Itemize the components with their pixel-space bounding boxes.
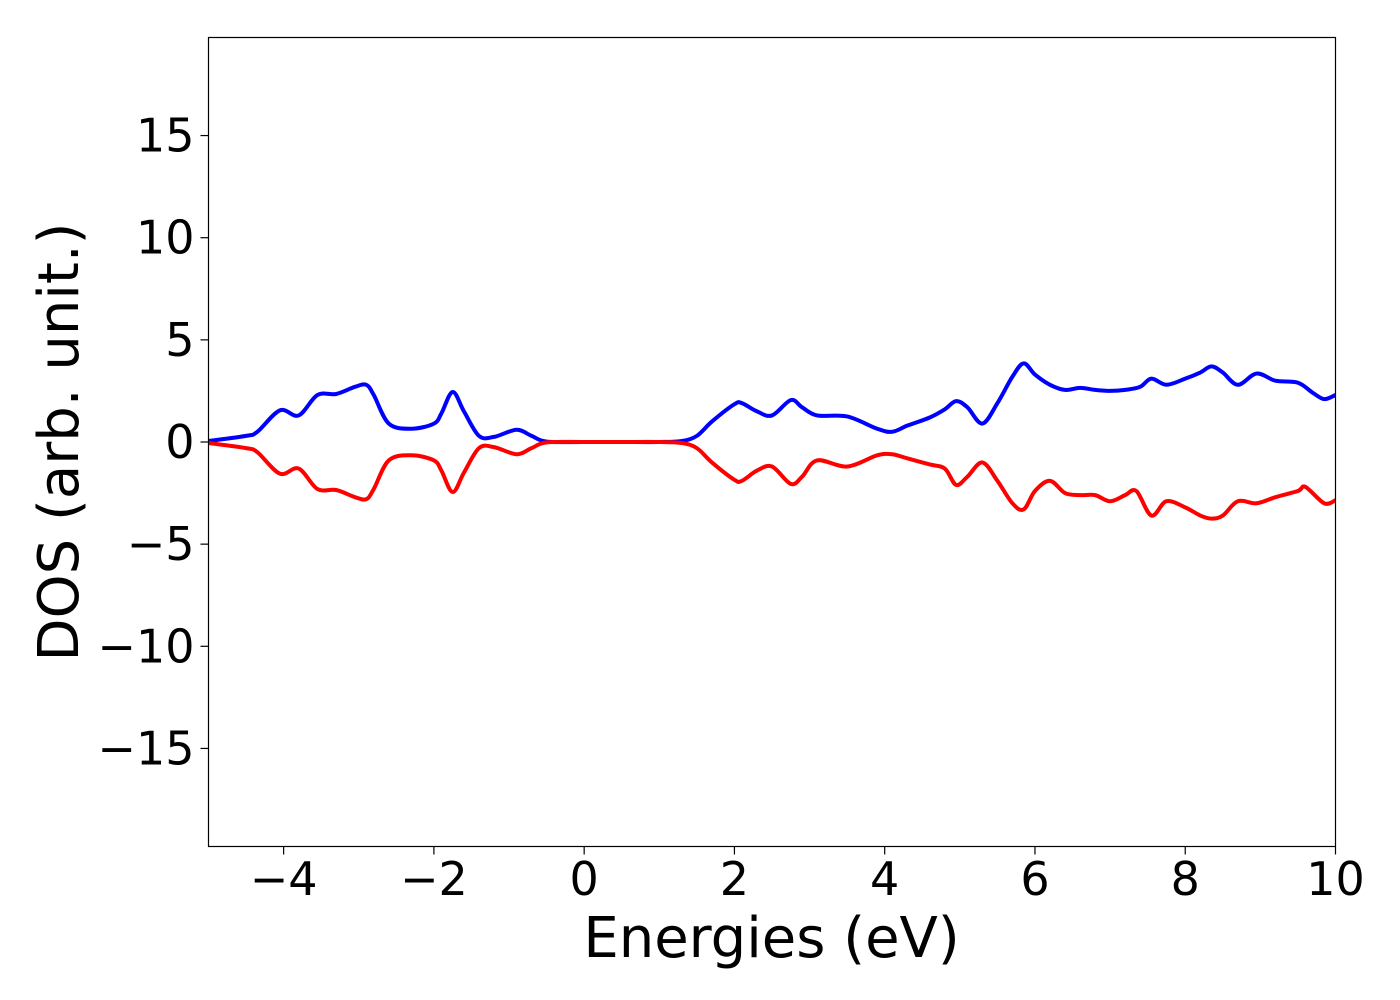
x-tick-label: 2 (720, 852, 749, 906)
y-tick-label: −15 (97, 721, 194, 775)
x-tick-label: 4 (870, 852, 899, 906)
series-line-2 (208, 439, 1337, 521)
x-axis-label: Energies (eV) (583, 906, 959, 971)
y-tick-label: 0 (165, 415, 194, 469)
x-tick-label: −2 (400, 852, 468, 906)
y-axis-label: DOS (arb. unit.) (27, 222, 92, 661)
y-tick-label: 5 (165, 313, 194, 367)
y-tick-label: 10 (136, 211, 195, 265)
plot-frame (207, 36, 1337, 848)
y-tick-label: −5 (127, 517, 195, 571)
x-tick-label: 10 (1306, 852, 1365, 906)
x-tick-label: −4 (250, 852, 318, 906)
x-axis-ticks: −4 −2 0 2 4 6 8 10 (250, 846, 1365, 906)
y-tick-label: 15 (136, 109, 195, 163)
y-tick-label: −10 (97, 619, 194, 673)
x-tick-label: 6 (1020, 852, 1049, 906)
series-layer (208, 361, 1337, 521)
series-line-1 (208, 361, 1337, 445)
x-tick-label: 8 (1171, 852, 1200, 906)
y-axis-ticks: −15 −10 −5 0 5 10 15 (97, 109, 209, 775)
x-tick-label: 0 (570, 852, 599, 906)
